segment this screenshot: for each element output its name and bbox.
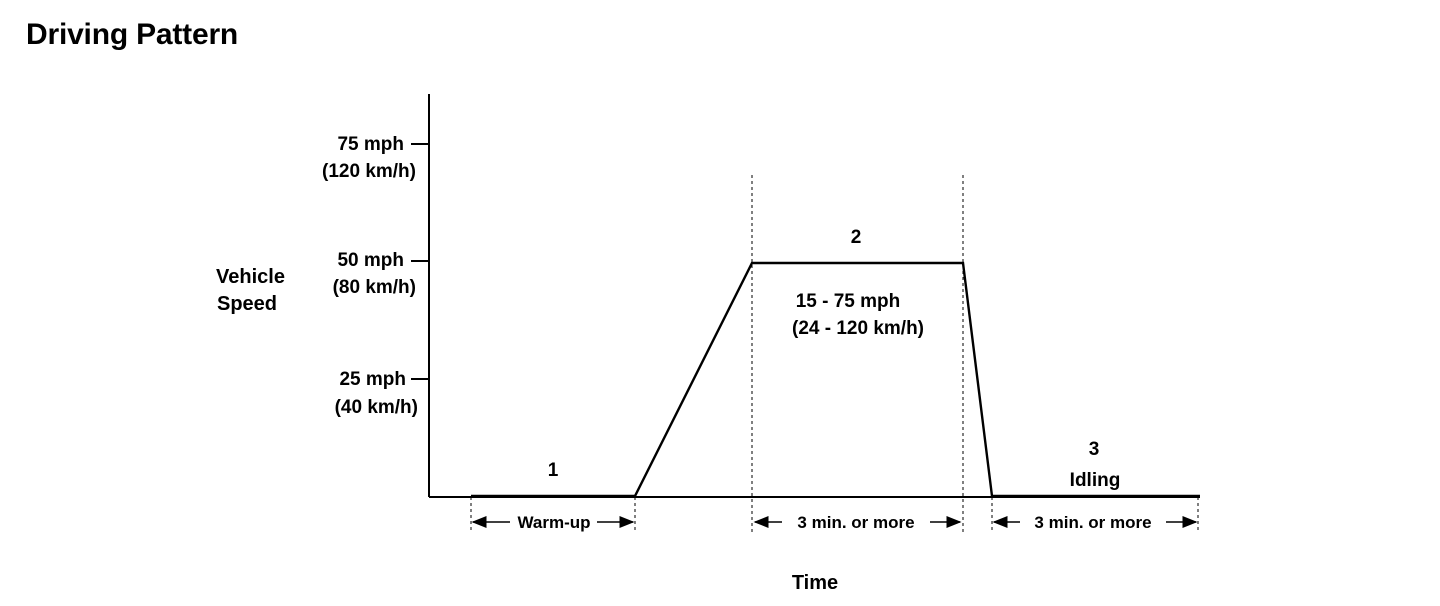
phase-1-number: 1: [548, 460, 559, 481]
span-idle-label: 3 min. or more: [1034, 513, 1151, 532]
y-tick-label-25-mph: 25 mph: [339, 369, 406, 390]
speed-profile-line: [471, 261, 1200, 498]
phase-2-range-mph: 15 - 75 mph: [796, 291, 901, 312]
y-tick-label-50-kmh: (80 km/h): [333, 277, 416, 298]
span-warmup-label: Warm-up: [517, 513, 590, 532]
phase-3-name: Idling: [1070, 470, 1121, 491]
phase-3-number: 3: [1089, 439, 1100, 460]
y-tick-label-75-mph: 75 mph: [337, 134, 404, 155]
span-cruise-label: 3 min. or more: [797, 513, 914, 532]
y-tick-label-50-mph: 50 mph: [337, 250, 404, 271]
page-title: Driving Pattern: [26, 18, 239, 51]
phase-2-number: 2: [851, 227, 862, 248]
y-axis-label-line2: Speed: [217, 293, 277, 315]
y-tick-label-25-kmh: (40 km/h): [335, 397, 418, 418]
y-axis-label-line1: Vehicle: [216, 266, 285, 288]
phase-2-range-kmh: (24 - 120 km/h): [792, 318, 924, 339]
x-axis-label: Time: [792, 572, 838, 594]
y-tick-label-75-kmh: (120 km/h): [322, 161, 416, 182]
